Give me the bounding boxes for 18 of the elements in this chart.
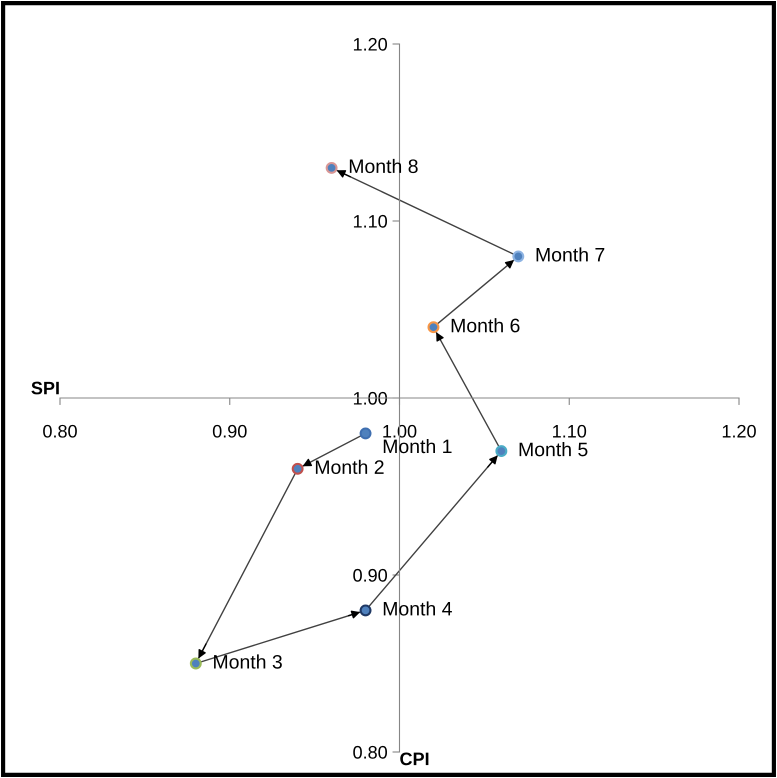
y-tick-label: 0.80	[353, 746, 387, 759]
x-tick-label: 0.80	[43, 424, 77, 438]
annotation: Month 2	[316, 460, 384, 474]
y-tick-label: 1.10	[354, 214, 387, 228]
x-tick-label: 1.20	[722, 424, 756, 438]
x-tick-label: 0.90	[212, 424, 247, 438]
x-axis-title: CPI	[400, 752, 428, 766]
annotation: Month 4	[384, 601, 452, 616]
y-tick-label: 0.90	[353, 568, 387, 582]
annotation: Month 6	[452, 318, 520, 332]
annotation: Month 5	[520, 442, 588, 456]
annotation: Month 8	[350, 158, 418, 174]
annotation: Month 3	[214, 654, 282, 669]
annotation: Month 7	[536, 247, 604, 262]
x-tick-label: 1.10	[553, 424, 586, 438]
y-tick-label: 1.20	[354, 38, 387, 51]
annotation: Month 1	[384, 438, 452, 454]
y-axis-title: SPI	[31, 382, 59, 394]
